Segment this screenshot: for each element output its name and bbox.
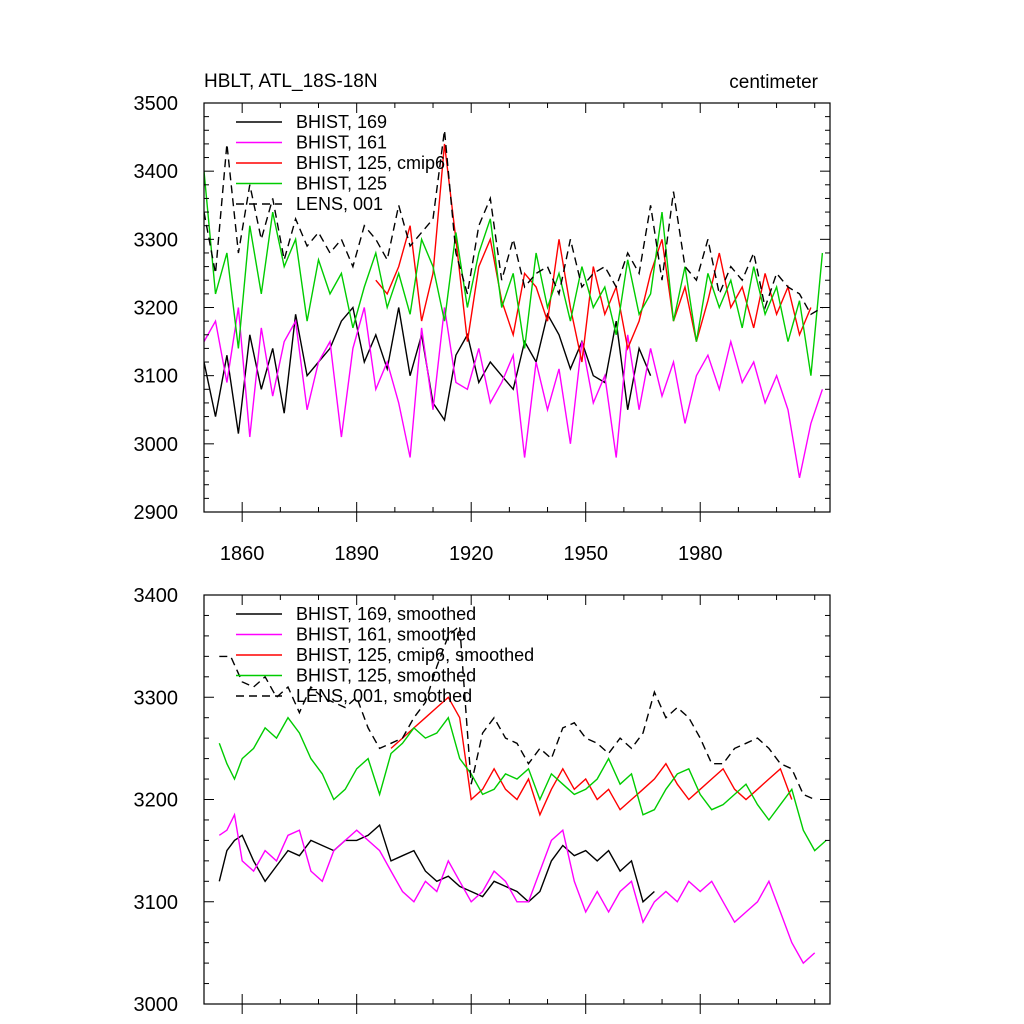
y-tick-label: 3000 [134, 434, 179, 456]
legend-label: BHIST, 169, smoothed [296, 604, 476, 624]
legend-label: BHIST, 125, smoothed [296, 666, 476, 686]
y-tick-label: 3500 [134, 93, 179, 115]
legend-label: LENS, 001 [296, 194, 383, 214]
legend-label: BHIST, 125, cmip6, smoothed [296, 645, 534, 665]
y-tick-label: 2900 [134, 502, 179, 524]
legend-label: BHIST, 125, cmip6 [296, 153, 445, 173]
panel2-plot: 3000 3100 3200 3300 3400 BHIST, 169, smoothed… [134, 585, 831, 1016]
series-line-1-0 [218, 823, 655, 904]
series-line-1-4 [219, 624, 815, 801]
series-line-1-1 [218, 812, 816, 965]
x-tick-label: 1920 [449, 543, 494, 565]
series-line-0-4 [204, 130, 823, 316]
series-line-0-2 [375, 143, 812, 363]
legend-label: LENS, 001, smoothed [296, 686, 472, 706]
x-tick-label: 1980 [678, 543, 723, 565]
units-label: centimeter [729, 72, 818, 93]
y-tick-label: 3000 [134, 994, 179, 1016]
y-tick-label: 3200 [134, 790, 179, 812]
series-line-0-1 [204, 307, 824, 479]
x-tick-label: 1860 [220, 543, 265, 565]
series-line-1-3 [218, 716, 827, 852]
y-tick-label: 3100 [134, 366, 179, 388]
x-tick-label: 1890 [334, 543, 379, 565]
x-tick-label: 1950 [563, 543, 608, 565]
y-tick-label: 3100 [134, 892, 179, 914]
legend-label: BHIST, 161, smoothed [296, 625, 476, 645]
panel1-plot: 2900 3000 3100 3200 3300 3400 3500 1860 1890 1920… [134, 93, 831, 565]
legend-label: BHIST, 125 [296, 174, 387, 194]
series-line-0-3 [204, 171, 824, 376]
y-tick-label: 3300 [134, 229, 179, 251]
y-tick-label: 3400 [134, 585, 179, 607]
y-tick-label: 3400 [134, 161, 179, 183]
series-line-1-2 [390, 696, 793, 817]
panel1-title: HBLT, ATL_18S-18N [204, 71, 378, 92]
legend-label: BHIST, 161 [296, 133, 387, 153]
legend-label: BHIST, 169 [296, 112, 387, 132]
y-tick-label: 3300 [134, 687, 179, 709]
y-tick-label: 3200 [134, 298, 179, 320]
